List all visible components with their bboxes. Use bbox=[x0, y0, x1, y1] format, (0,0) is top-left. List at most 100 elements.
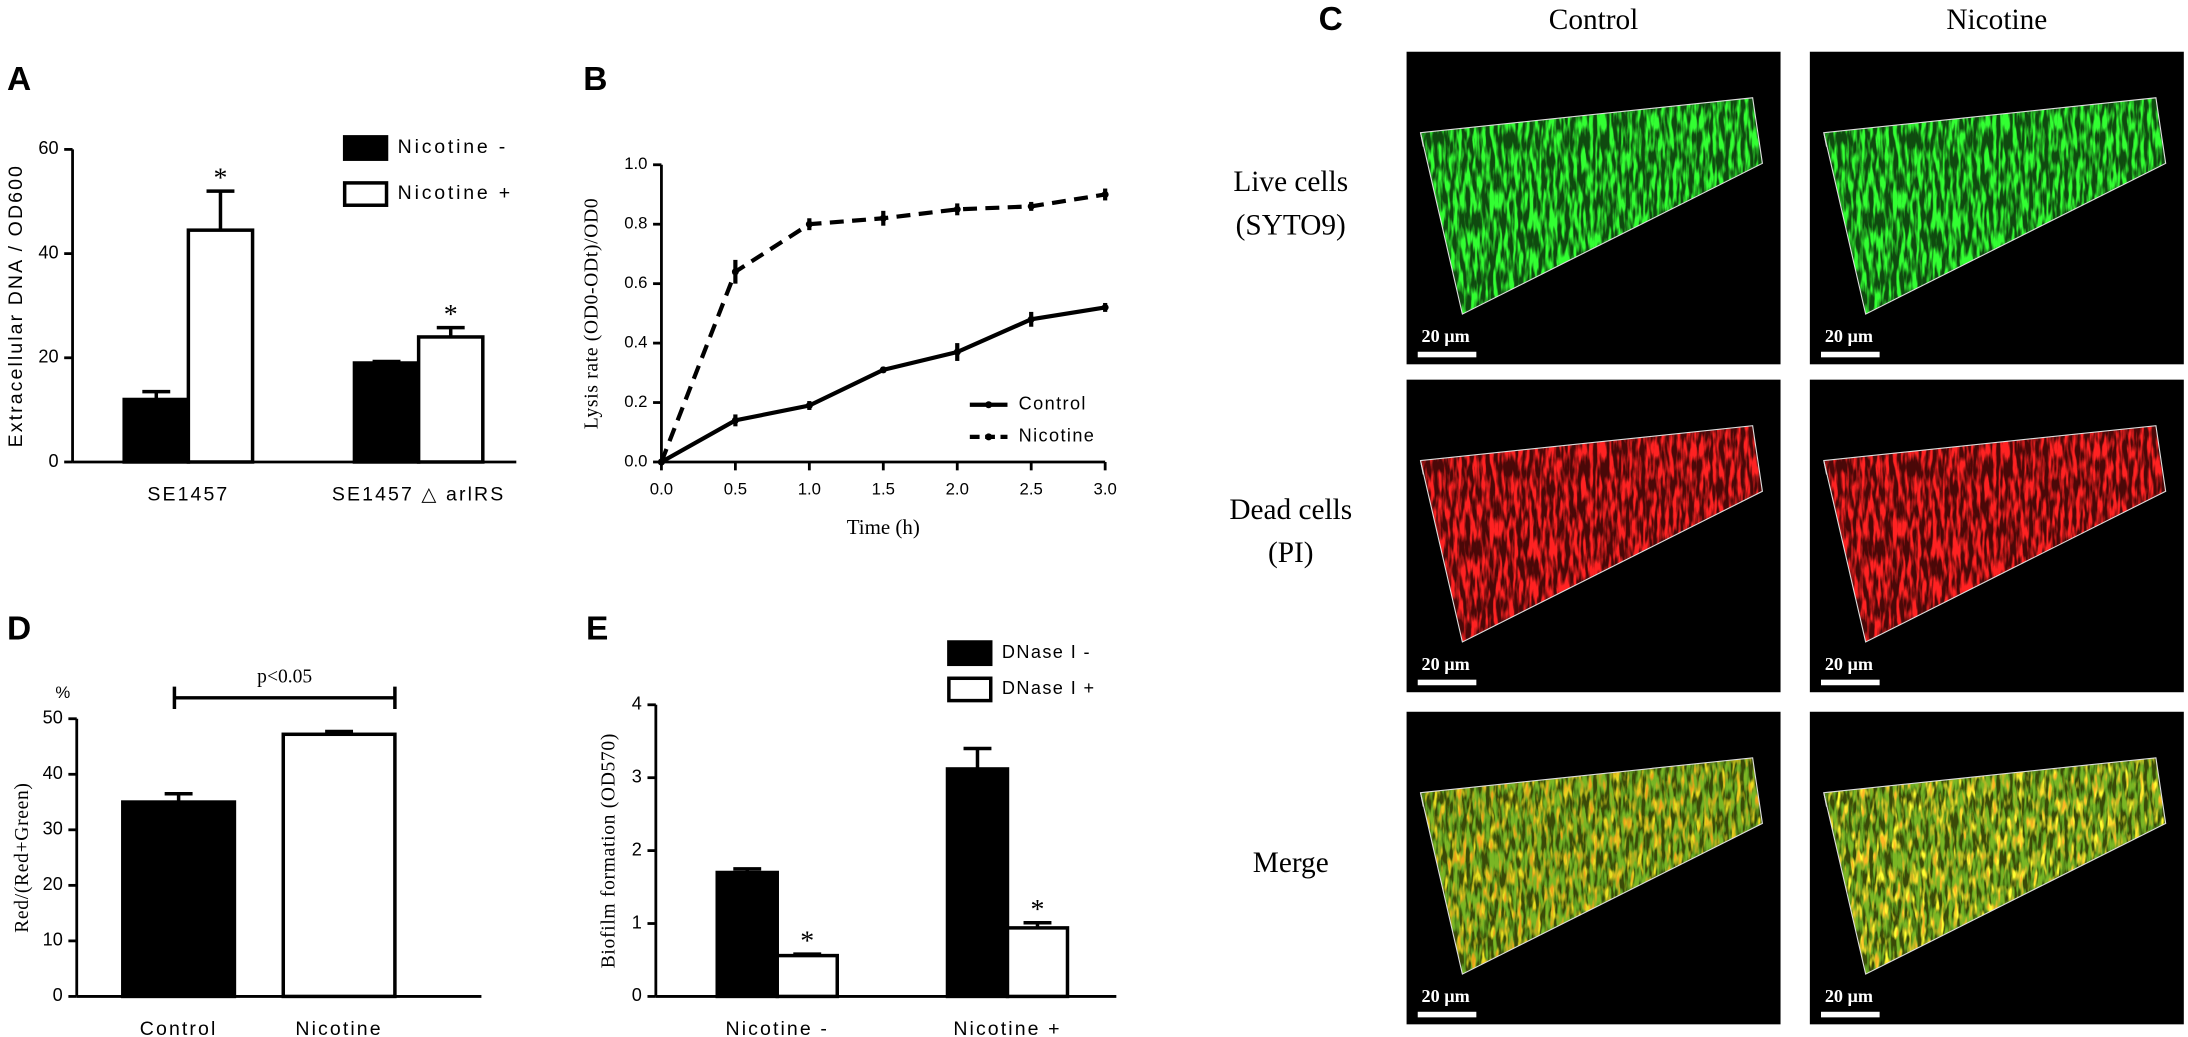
row-label: Live cells bbox=[1233, 166, 1348, 198]
annotation: p<0.05 bbox=[257, 667, 312, 688]
panel-letter: D bbox=[7, 611, 31, 648]
scale-bar bbox=[1821, 351, 1880, 358]
data-point bbox=[1101, 303, 1109, 311]
scale-bar-label: 20 µm bbox=[1422, 654, 1470, 674]
y-axis-label: Lysis rate (OD0-ODt)/OD0 bbox=[582, 198, 603, 429]
data-point bbox=[731, 416, 739, 424]
legend-label: Nicotine bbox=[1019, 426, 1096, 446]
y-tick-label: 10 bbox=[43, 930, 63, 950]
panel-letter: C bbox=[1319, 1, 1343, 38]
y-axis-label: Extracellular DNA / OD600 bbox=[5, 164, 27, 447]
scale-bar bbox=[1417, 1011, 1477, 1018]
x-tick-label: Control bbox=[140, 1018, 218, 1037]
biofilm-speckle bbox=[1823, 757, 2166, 975]
x-axis-label: Time (h) bbox=[847, 515, 920, 539]
panel-letter: E bbox=[586, 611, 608, 648]
column-header: Nicotine bbox=[1946, 4, 2047, 36]
data-line bbox=[659, 192, 1106, 463]
y-tick-label: 0.0 bbox=[624, 451, 647, 470]
significance-bracket bbox=[172, 686, 397, 709]
bounding-box bbox=[1823, 97, 2167, 315]
bar bbox=[186, 228, 255, 464]
legend-label: DNase I - bbox=[1002, 642, 1091, 662]
legend-swatch bbox=[342, 135, 389, 161]
y-tick-label: 4 bbox=[632, 694, 642, 714]
y-tick-label: 0.2 bbox=[624, 392, 647, 411]
legend-label: Nicotine + bbox=[398, 182, 513, 204]
x-tick-label: 1.0 bbox=[798, 479, 821, 498]
y-tick-label: 30 bbox=[43, 819, 63, 839]
legend-label: DNase I + bbox=[1002, 678, 1096, 698]
biofilm-speckle bbox=[1420, 757, 1763, 975]
scale-bar bbox=[1821, 1011, 1880, 1018]
y-tick-label: 0.8 bbox=[624, 214, 647, 233]
y-tick-label: 20 bbox=[43, 874, 63, 894]
data-point bbox=[879, 214, 887, 222]
bar bbox=[416, 335, 485, 464]
biofilm-speckle bbox=[1823, 97, 2166, 315]
data-point bbox=[805, 402, 813, 410]
unit-label: % bbox=[55, 683, 70, 702]
y-tick-label: 1.0 bbox=[624, 154, 647, 173]
data-point bbox=[953, 205, 961, 213]
data-point bbox=[1101, 190, 1109, 198]
row-label: (SYTO9) bbox=[1236, 209, 1346, 241]
row-label: Dead cells bbox=[1229, 494, 1352, 526]
legend-swatch bbox=[947, 640, 993, 667]
micrograph: 20 µm bbox=[1406, 711, 1781, 1025]
bounding-box bbox=[1823, 460, 1828, 475]
significance-marker: * bbox=[213, 162, 227, 193]
scale-bar bbox=[1821, 679, 1880, 686]
biofilm-speckle bbox=[1420, 425, 1763, 642]
legend-label: Nicotine - bbox=[398, 136, 508, 158]
y-axis-label: Red/(Red+Green) bbox=[12, 782, 33, 932]
y-tick-label: 0 bbox=[49, 451, 59, 471]
x-tick-label: 0.0 bbox=[650, 479, 673, 498]
legend-swatch bbox=[947, 676, 993, 703]
significance-marker: * bbox=[800, 925, 814, 956]
data-point bbox=[953, 348, 961, 356]
x-tick-label: Nicotine - bbox=[726, 1018, 829, 1037]
micrograph: 20 µm bbox=[1406, 51, 1781, 365]
legend-swatch bbox=[342, 181, 389, 207]
x-tick-label: Nicotine bbox=[295, 1018, 382, 1037]
biofilm-speckle bbox=[1823, 425, 2166, 642]
scale-bar-label: 20 µm bbox=[1825, 986, 1873, 1006]
bounding-box bbox=[1823, 132, 1828, 147]
y-tick-label: 40 bbox=[43, 763, 63, 783]
bar bbox=[121, 800, 237, 999]
x-tick-label: 1.5 bbox=[872, 479, 895, 498]
data-point bbox=[805, 220, 813, 228]
x-tick-label: SE1457 bbox=[147, 484, 229, 506]
x-tick-label: Nicotine + bbox=[953, 1018, 1061, 1037]
row-label: (PI) bbox=[1268, 537, 1314, 569]
bounding-box bbox=[1823, 425, 2167, 643]
bar bbox=[352, 361, 421, 464]
panel-letter: B bbox=[583, 61, 607, 98]
y-tick-label: 0.6 bbox=[624, 273, 647, 292]
scale-bar-label: 20 µm bbox=[1825, 654, 1873, 674]
scale-bar bbox=[1417, 351, 1477, 358]
x-tick-label: SE1457 △ arlRS bbox=[332, 484, 505, 506]
data-point bbox=[1027, 202, 1035, 210]
y-tick-label: 0.4 bbox=[624, 333, 647, 352]
scale-bar-label: 20 µm bbox=[1422, 986, 1470, 1006]
data-point bbox=[657, 458, 665, 466]
x-tick-label: 3.0 bbox=[1094, 479, 1117, 498]
bounding-box bbox=[1419, 425, 1764, 643]
y-axis-label: Biofilm formation (OD570) bbox=[598, 733, 619, 968]
x-tick-label: 2.0 bbox=[946, 479, 969, 498]
bounding-box bbox=[1419, 460, 1424, 475]
y-tick-label: 20 bbox=[38, 347, 58, 367]
bar bbox=[1005, 926, 1070, 999]
scale-bar bbox=[1417, 679, 1477, 686]
x-tick-label: 2.5 bbox=[1020, 479, 1043, 498]
bar bbox=[945, 767, 1010, 999]
biofilm-speckle bbox=[1420, 97, 1763, 315]
micrograph: 20 µm bbox=[1809, 379, 2184, 693]
data-point bbox=[1027, 315, 1035, 323]
y-tick-label: 0 bbox=[632, 985, 642, 1005]
micrograph: 20 µm bbox=[1809, 51, 2184, 365]
scale-bar-label: 20 µm bbox=[1422, 326, 1470, 346]
